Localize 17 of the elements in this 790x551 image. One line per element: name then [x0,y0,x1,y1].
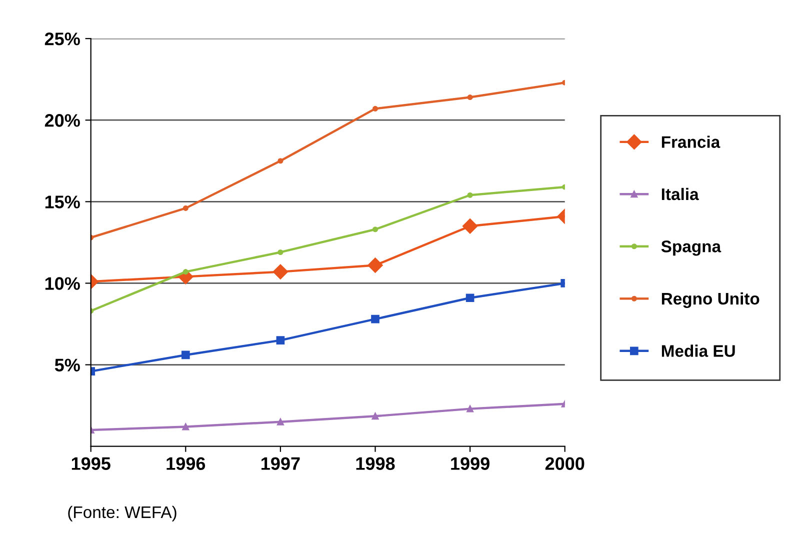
x-tick-label: 1995 [72,457,110,470]
y-tick-label: 10% [45,277,80,290]
y-tick-label: 25% [44,32,80,46]
legend-label: Media EU [662,344,735,357]
x-tick-label: 1997 [262,457,300,470]
y-tick-label: 15% [45,196,80,208]
y-tick-label: 20% [44,114,80,127]
legend-label: Italia [662,188,699,200]
text: (Fonte: WEFA) [68,506,176,522]
legend-label: Francia [662,136,720,148]
x-tick-label: 1999 [451,457,490,470]
legend-label: Spagna [661,240,722,256]
legend-label: Regno Unito [662,292,760,308]
x-tick-label: 2000 [545,457,584,470]
x-tick-label: 1996 [166,457,206,470]
y-tick-label: 5% [54,358,80,372]
x-tick-label: 1998 [356,457,395,470]
